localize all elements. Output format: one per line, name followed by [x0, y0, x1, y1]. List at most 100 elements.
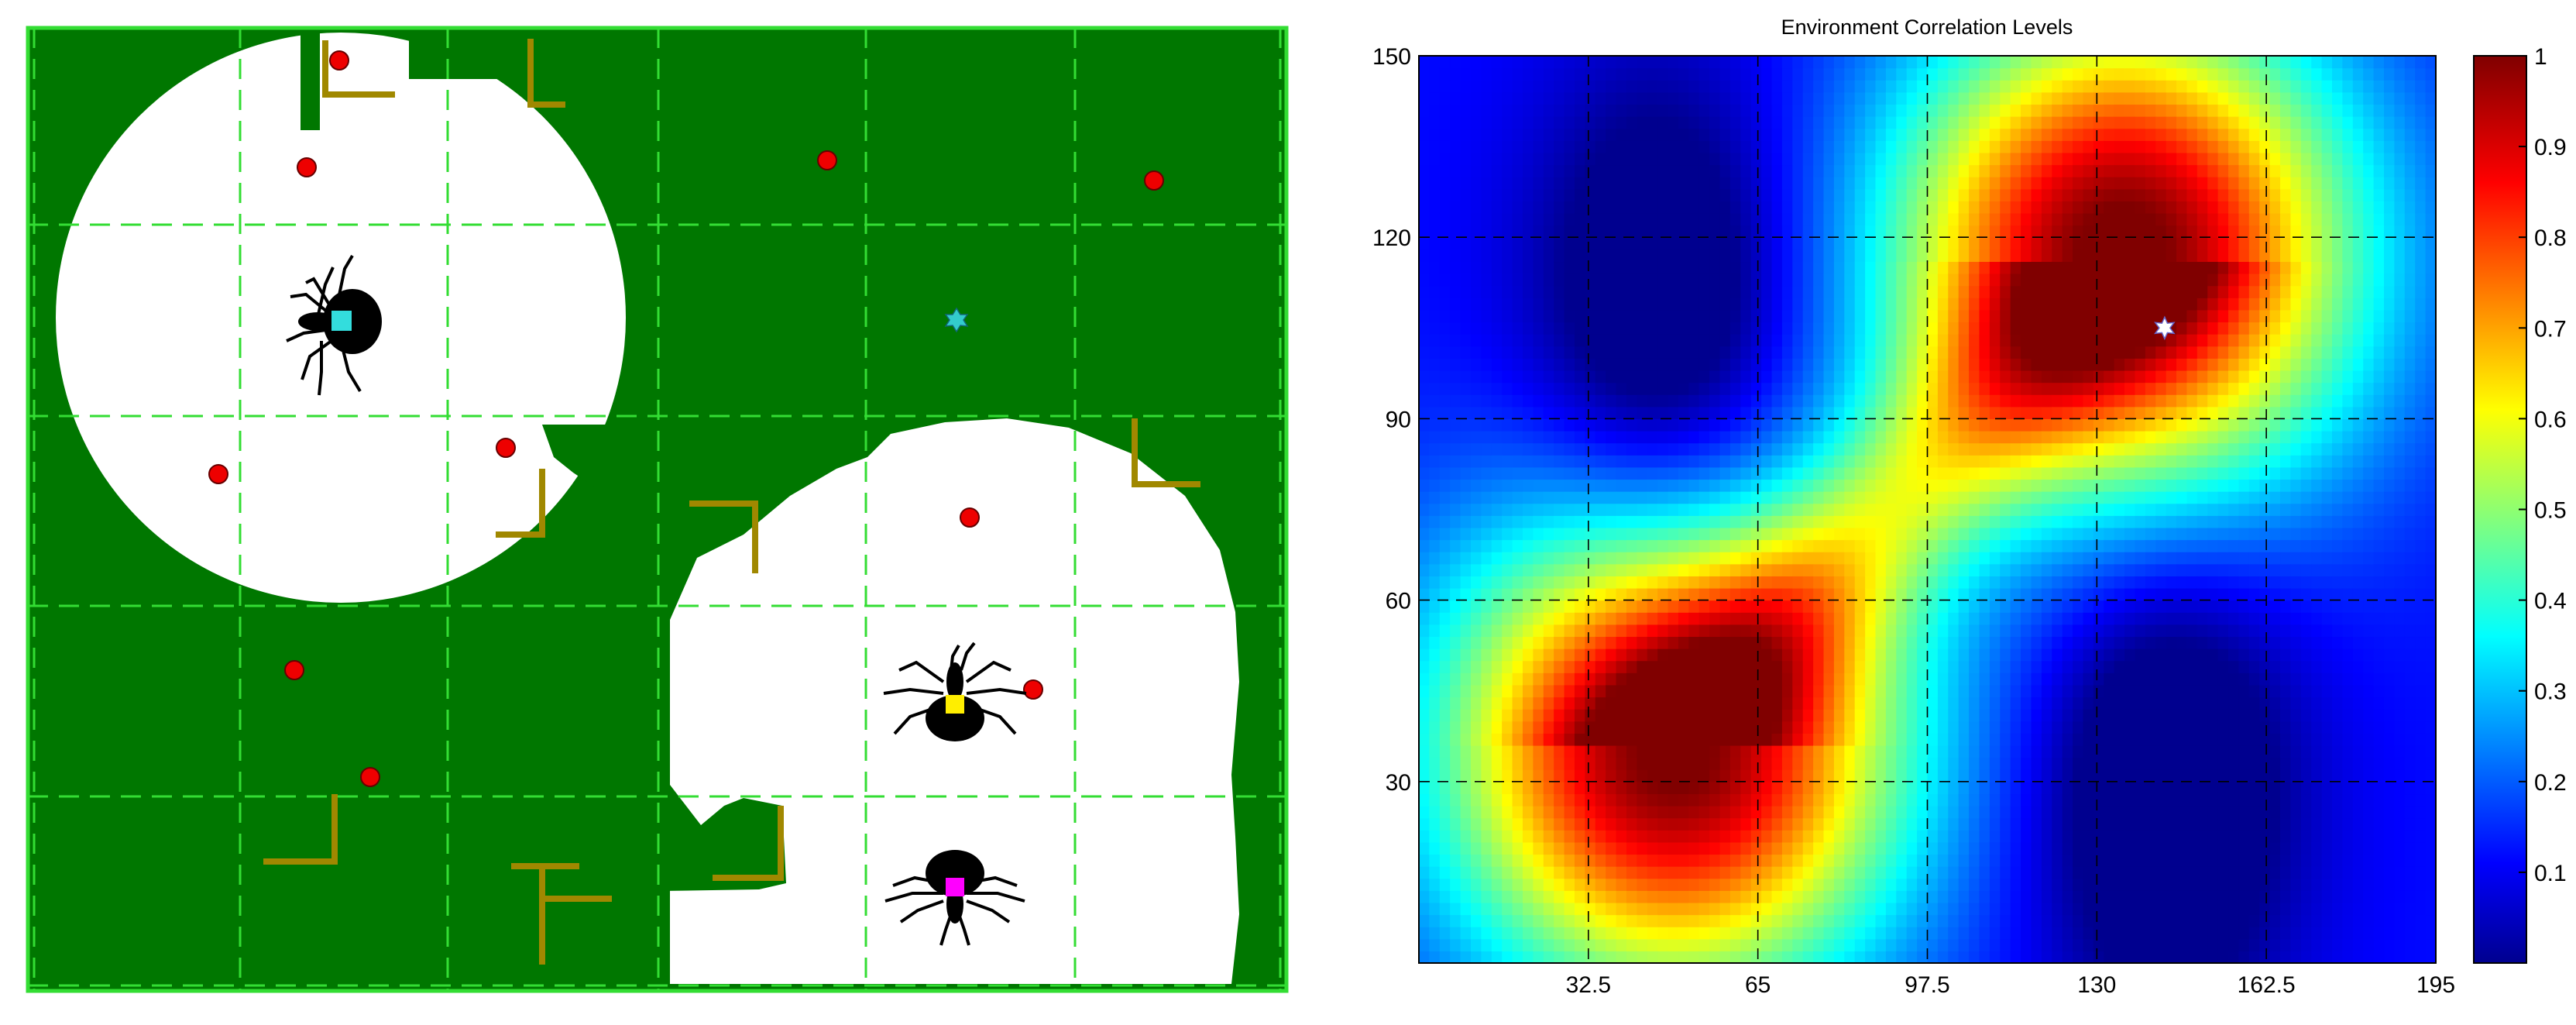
- heatmap-cell: [1657, 902, 1669, 916]
- heatmap-cell: [1771, 431, 1783, 444]
- heatmap-cell: [1823, 212, 1835, 226]
- heatmap-cell: [1740, 56, 1752, 69]
- heatmap-cell: [1989, 80, 2001, 93]
- heatmap-cell: [1927, 527, 1939, 541]
- heatmap-cell: [1678, 938, 1689, 951]
- heatmap-cell: [1948, 128, 1959, 141]
- heatmap-cell: [2010, 576, 2021, 589]
- heatmap-cell: [1833, 201, 1845, 214]
- heatmap-cell: [1543, 636, 1554, 649]
- heatmap-cell: [1875, 576, 1887, 589]
- heatmap-cell: [1896, 140, 1908, 153]
- heatmap-cell: [1948, 636, 1959, 649]
- heatmap-cell: [1585, 164, 1596, 177]
- heatmap-cell: [1917, 938, 1929, 951]
- heatmap-cell: [1792, 587, 1804, 601]
- heatmap-cell: [1917, 660, 1929, 673]
- heatmap-cell: [1678, 116, 1689, 129]
- heatmap-cell: [2083, 140, 2094, 153]
- heatmap-cell: [2093, 721, 2104, 734]
- heatmap-cell: [2073, 878, 2084, 891]
- heatmap-cell: [1792, 684, 1804, 698]
- heatmap-cell: [1668, 116, 1679, 129]
- heatmap-cell: [1854, 152, 1866, 166]
- heatmap-cell: [1419, 406, 1430, 419]
- heatmap-cell: [2093, 285, 2104, 298]
- heatmap-cell: [1450, 600, 1461, 613]
- heatmap-cell: [1906, 951, 1918, 963]
- heatmap-cell: [1989, 322, 2001, 335]
- heatmap-cell: [1585, 552, 1596, 565]
- heatmap-cell: [1606, 938, 1617, 951]
- heatmap-cell: [1502, 563, 1513, 576]
- heatmap-cell: [1450, 515, 1461, 528]
- heatmap-cell: [1823, 854, 1835, 867]
- heatmap-cell: [1429, 503, 1441, 516]
- heatmap-cell: [1637, 201, 1648, 214]
- heatmap-cell: [1740, 672, 1752, 686]
- heatmap-cell: [1564, 672, 1575, 686]
- heatmap-cell: [1512, 225, 1523, 238]
- heatmap-cell: [1429, 672, 1441, 686]
- heatmap-cell: [2062, 938, 2073, 951]
- heatmap-cell: [1771, 309, 1783, 323]
- heatmap-cell: [1450, 587, 1461, 601]
- heatmap-cell: [2021, 697, 2032, 710]
- heatmap-cell: [1533, 684, 1544, 698]
- heatmap-cell: [1927, 491, 1939, 504]
- heatmap-cell: [1688, 636, 1700, 649]
- heatmap-cell: [1771, 128, 1783, 141]
- heatmap-cell: [1709, 587, 1721, 601]
- heatmap-cell: [2031, 745, 2042, 758]
- heatmap-cell: [1533, 503, 1544, 516]
- heatmap-cell: [1896, 648, 1908, 662]
- heatmap-cell: [1450, 455, 1461, 468]
- heatmap-cell: [1865, 648, 1877, 662]
- heatmap-cell: [1481, 249, 1492, 263]
- heatmap-cell: [2021, 334, 2032, 347]
- heatmap-cell: [1844, 854, 1856, 867]
- heatmap-cell: [1761, 116, 1773, 129]
- heatmap-cell: [1854, 830, 1866, 843]
- heatmap-cell: [1606, 201, 1617, 214]
- heatmap-cell: [2073, 479, 2084, 492]
- heatmap-cell: [2041, 781, 2052, 795]
- heatmap-cell: [1761, 442, 1773, 456]
- heatmap-cell: [1906, 406, 1918, 419]
- heatmap-cell: [1979, 757, 1990, 770]
- heatmap-cell: [2021, 249, 2032, 263]
- heatmap-cell: [2052, 721, 2063, 734]
- heatmap-cell: [1637, 466, 1648, 480]
- heatmap-cell: [1647, 322, 1658, 335]
- heatmap-cell: [1761, 878, 1773, 891]
- heatmap-cell: [1750, 491, 1762, 504]
- heatmap-cell: [1854, 781, 1866, 795]
- heatmap-cell: [1533, 177, 1544, 190]
- heatmap-cell: [1626, 721, 1637, 734]
- heatmap-cell: [1606, 563, 1617, 576]
- heatmap-cell: [1750, 817, 1762, 831]
- heatmap-cell: [1637, 346, 1648, 359]
- heatmap-cell: [1792, 298, 1804, 311]
- heatmap-cell: [2083, 515, 2094, 528]
- heatmap-cell: [1439, 563, 1451, 576]
- heatmap-cell: [1958, 527, 1970, 541]
- heatmap-cell: [1688, 806, 1700, 819]
- heatmap-cell: [1502, 322, 1513, 335]
- heatmap-cell: [2083, 80, 2094, 93]
- heatmap-cell: [1491, 491, 1503, 504]
- heatmap-cell: [1439, 721, 1451, 734]
- heatmap-cell: [1885, 539, 1897, 552]
- heatmap-cell: [1595, 890, 1606, 903]
- heatmap-cell: [1574, 527, 1585, 541]
- heatmap-cell: [1833, 394, 1845, 408]
- heatmap-cell: [2041, 382, 2052, 395]
- heatmap-cell: [1896, 298, 1908, 311]
- heatmap-cell: [1616, 539, 1627, 552]
- heatmap-cell: [1958, 418, 1970, 432]
- heatmap-cell: [1854, 309, 1866, 323]
- heatmap-cell: [1657, 951, 1669, 963]
- heatmap-cell: [1595, 612, 1606, 625]
- heatmap-cell: [1668, 455, 1679, 468]
- heatmap-cell: [1606, 757, 1617, 770]
